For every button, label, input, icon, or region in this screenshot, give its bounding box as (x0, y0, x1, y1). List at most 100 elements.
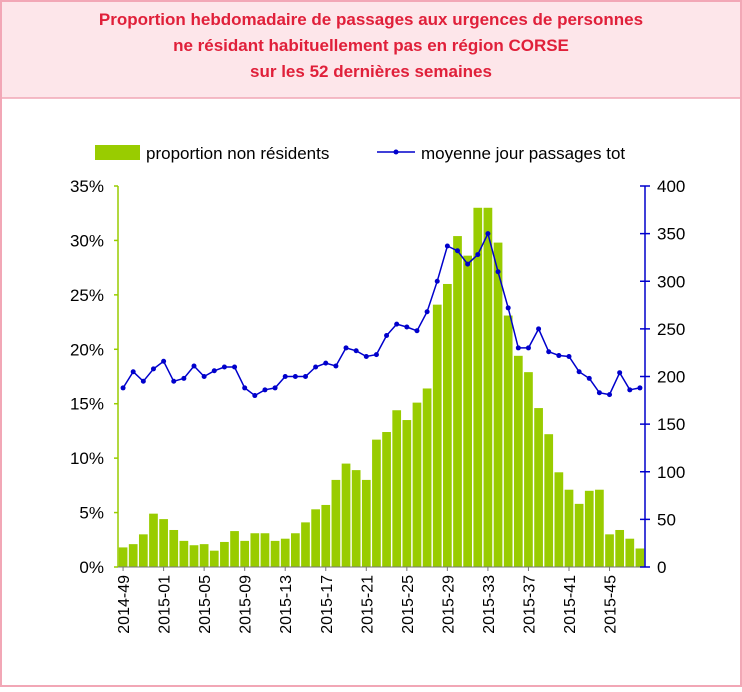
line-marker (556, 353, 562, 359)
bar (443, 283, 452, 567)
x-tick-label: 2015-21 (359, 575, 376, 634)
line-marker (475, 252, 481, 258)
bar (179, 540, 189, 567)
bar (128, 544, 138, 567)
bar (453, 236, 462, 567)
line-marker (525, 345, 531, 351)
bar (422, 388, 432, 567)
y2-tick-label: 100 (657, 463, 685, 482)
line (122, 231, 641, 397)
x-tick-label: 2015-37 (521, 575, 538, 634)
bar (351, 470, 361, 567)
line-marker (130, 369, 136, 375)
bar (635, 548, 645, 567)
bar (554, 472, 564, 567)
x-tick-label: 2015-33 (481, 575, 498, 634)
bar (412, 402, 422, 567)
legend-label: proportion non résidents (146, 144, 329, 163)
bar (209, 550, 219, 567)
x-tick-label: 2015-45 (603, 575, 620, 634)
line-marker (536, 326, 542, 332)
line-marker (353, 348, 359, 354)
y2-tick-label: 150 (657, 415, 685, 434)
line-marker (120, 385, 126, 391)
line-marker (455, 248, 461, 254)
bar (432, 304, 442, 567)
bar (280, 538, 290, 567)
bar (574, 503, 584, 567)
line-marker (262, 387, 268, 393)
y-tick-label: 20% (70, 340, 104, 359)
line-marker (617, 370, 623, 376)
line-marker (171, 378, 177, 384)
bar (402, 420, 412, 567)
y-tick-label: 15% (70, 395, 104, 414)
bar (270, 540, 280, 567)
line-marker (333, 363, 339, 369)
line-marker (434, 278, 440, 284)
bar (149, 513, 158, 567)
x-tick-label: 2015-17 (319, 575, 336, 634)
line-marker (495, 269, 501, 275)
bar (615, 529, 625, 567)
line-marker (596, 390, 602, 396)
bar (250, 533, 260, 567)
y2-tick-label: 400 (657, 177, 685, 196)
y-tick-label: 10% (70, 449, 104, 468)
bar (473, 207, 483, 567)
line-marker (394, 321, 400, 327)
bar (463, 255, 473, 567)
bar (372, 439, 381, 567)
y2-tick-label: 300 (657, 272, 685, 291)
line-marker (444, 243, 450, 249)
x-tick-label: 2014-49 (116, 575, 133, 634)
x-tick-label: 2015-41 (562, 575, 579, 634)
line-marker (211, 368, 217, 374)
y2-tick-label: 250 (657, 320, 685, 339)
legend-swatch (95, 145, 140, 160)
line-marker (292, 374, 298, 379)
bar (118, 547, 128, 567)
x-tick-label: 2015-05 (197, 575, 214, 634)
bar (564, 489, 574, 567)
bar (321, 504, 331, 567)
bar (493, 242, 503, 567)
line-marker (343, 345, 349, 351)
bar (595, 489, 604, 567)
line-marker (232, 364, 238, 370)
bar (240, 540, 250, 567)
line-marker (465, 261, 471, 267)
line-marker (586, 375, 592, 381)
line-marker (627, 387, 633, 393)
line-marker (373, 352, 379, 358)
bar (159, 519, 168, 567)
legend-label: moyenne jour passages tot (421, 144, 625, 163)
legend-marker (393, 149, 399, 155)
bar (382, 432, 391, 567)
bar (138, 534, 148, 567)
chart-title: Proportion hebdomadaire de passages aux … (99, 10, 643, 29)
line-marker (161, 358, 167, 364)
bar (230, 531, 239, 567)
bar (534, 408, 543, 567)
bar (392, 410, 402, 567)
line-marker (576, 369, 582, 375)
y2-tick-label: 0 (657, 558, 666, 577)
bar (361, 479, 371, 567)
bar (301, 522, 310, 567)
bar (341, 463, 351, 567)
y2-tick-label: 200 (657, 368, 685, 387)
line-marker (404, 324, 410, 330)
y-tick-label: 0% (79, 558, 104, 577)
line-marker (424, 309, 430, 315)
line-marker (313, 364, 319, 370)
bar (605, 534, 614, 567)
y2-tick-label: 50 (657, 510, 676, 529)
bar (544, 434, 554, 567)
bar (513, 355, 523, 567)
line-marker (150, 366, 156, 372)
line-marker (201, 374, 207, 379)
line-marker (505, 305, 511, 311)
